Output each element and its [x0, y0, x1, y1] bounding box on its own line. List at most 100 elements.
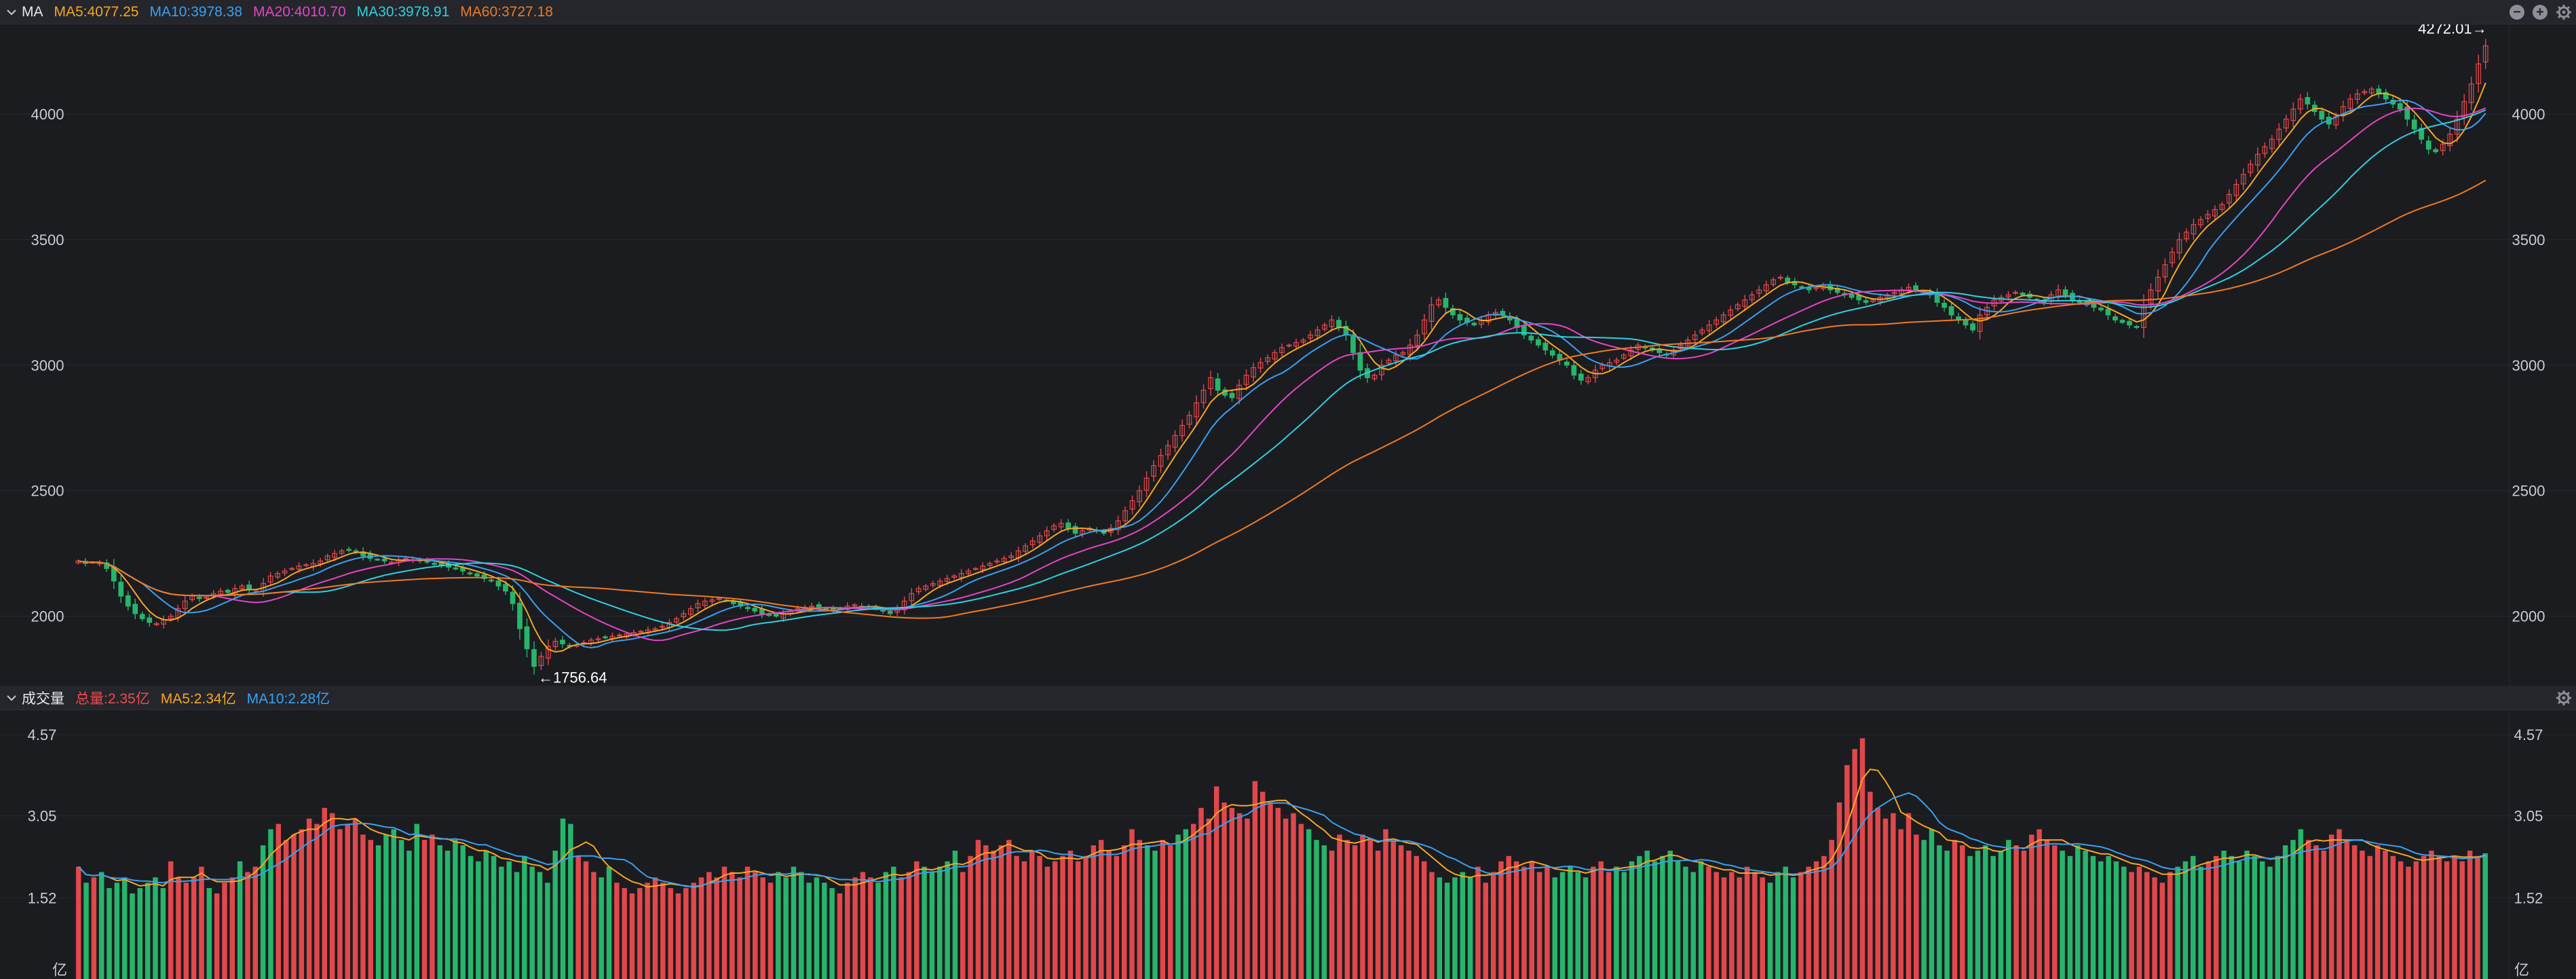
volume-bar	[675, 893, 681, 979]
candle-body	[1200, 390, 1207, 403]
volume-bar	[1098, 840, 1104, 979]
volume-bar	[1352, 845, 1358, 979]
volume-chart[interactable]: 1.52 1.52 3.05 3.05 4.57 4.57 亿 亿	[0, 710, 2576, 979]
candle-body	[937, 580, 943, 586]
volume-bar	[668, 888, 673, 979]
candle-body	[1948, 306, 1954, 316]
volume-bar	[2390, 855, 2396, 979]
volume-bar	[1875, 807, 1880, 979]
candle-body	[1243, 374, 1249, 385]
candle-body	[1158, 455, 1164, 467]
volume-bar	[2351, 845, 2357, 979]
candle-body	[1913, 285, 1918, 291]
plus-circle-icon[interactable]: +	[2533, 5, 2547, 20]
candle-body	[695, 603, 701, 608]
candle-body	[118, 581, 124, 597]
volume-bar	[1467, 877, 1473, 979]
volume-bar	[476, 861, 481, 979]
volume-bar	[1429, 872, 1435, 979]
volume-bar	[537, 872, 543, 979]
volume-bar	[2321, 850, 2327, 979]
volume-bar	[1106, 850, 1112, 979]
volume-bar	[706, 872, 712, 979]
volume-bar	[2113, 861, 2119, 979]
candle-body	[966, 570, 972, 574]
candle-body	[324, 555, 330, 561]
candle-body	[196, 597, 202, 599]
candle-body	[1457, 314, 1463, 320]
candle-body	[147, 617, 153, 623]
volume-bar	[1783, 866, 1788, 979]
volume-bar	[1321, 845, 1327, 979]
candle-body	[139, 614, 145, 619]
volume-bar	[2229, 855, 2235, 979]
candle-body	[944, 578, 950, 582]
volume-bar	[1652, 861, 1658, 979]
candle-body	[1614, 359, 1620, 363]
volume-bar	[1183, 829, 1189, 979]
candle-body	[1286, 344, 1292, 347]
candle-body	[2284, 118, 2289, 129]
volume-bar	[276, 824, 282, 979]
candle-body	[1699, 329, 1705, 334]
candle-body	[1763, 284, 1769, 292]
volume-bar	[237, 861, 243, 979]
volume-bar	[799, 872, 804, 979]
chevron-down-icon[interactable]	[4, 5, 19, 20]
candle-body	[1371, 374, 1378, 380]
candle-body	[909, 593, 915, 602]
volume-bar	[1952, 840, 1958, 979]
volume-bar	[360, 834, 366, 979]
volume-bar	[1460, 872, 1466, 979]
candle-body	[1756, 289, 1762, 294]
y-tick-label-left: 4.57	[28, 726, 57, 743]
volume-bar	[1760, 877, 1765, 979]
volume-bar	[637, 888, 643, 979]
candle-body	[2419, 128, 2425, 140]
volume-bar	[468, 855, 474, 979]
volume-bar	[1137, 840, 1143, 979]
volume-bar	[299, 829, 305, 979]
chevron-down-icon[interactable]	[4, 690, 19, 705]
volume-bar	[1067, 850, 1074, 979]
gear-icon[interactable]	[2556, 690, 2572, 706]
candle-body	[546, 646, 551, 659]
volume-bar	[1360, 834, 1365, 979]
volume-bar	[875, 883, 881, 979]
volume-bar	[1521, 866, 1527, 979]
candle-body	[1037, 535, 1043, 543]
moving-average-lines	[78, 82, 2486, 653]
volume-bar	[868, 877, 873, 979]
candle-body	[2319, 111, 2325, 120]
volume-bar	[176, 877, 181, 979]
candle-body	[2262, 146, 2268, 154]
volume-bar	[1929, 829, 1935, 979]
candle-body	[1065, 522, 1071, 529]
volume-bar	[683, 888, 689, 979]
candle-body	[1029, 540, 1036, 545]
candle-body	[1728, 309, 1734, 316]
volume-bar	[1960, 845, 1965, 979]
candle-body	[2020, 293, 2026, 295]
candle-body	[182, 600, 188, 610]
volume-bar	[744, 866, 751, 979]
y-tick-label-left: 2000	[31, 608, 64, 625]
minus-circle-icon[interactable]: −	[2509, 5, 2524, 20]
volume-bar	[2205, 861, 2212, 979]
candle-body	[1813, 287, 1819, 289]
candle-body	[652, 628, 658, 631]
price-chart[interactable]: 2000 2000 2500 2500 3000 3000 3500 3500 4000 4000…	[0, 24, 2576, 686]
volume-ma-lines	[77, 769, 2486, 888]
volume-bar	[2413, 861, 2419, 979]
volume-bar	[1614, 866, 1619, 979]
volume-bar	[1637, 855, 1642, 979]
volume-bar	[968, 855, 973, 979]
volume-axis-labels: 1.52 1.52 3.05 3.05 4.57 4.57 亿 亿	[28, 726, 2543, 978]
gear-icon[interactable]	[2556, 4, 2572, 20]
candle-body	[1329, 319, 1335, 328]
ma10-volume-line	[77, 792, 2486, 887]
ma10-value: MA10:3978.38	[149, 3, 243, 20]
volume-bar	[2475, 855, 2480, 979]
candle-body	[1891, 291, 1897, 295]
volume-bar	[2198, 866, 2203, 979]
